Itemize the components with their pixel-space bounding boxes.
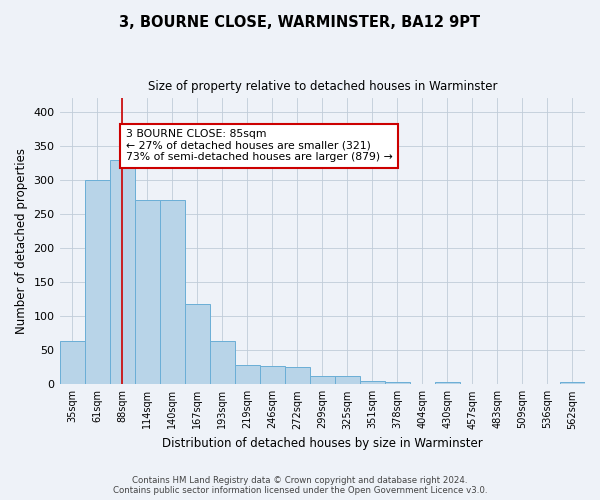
Bar bbox=[285, 368, 310, 384]
Bar bbox=[560, 382, 585, 384]
Text: 3 BOURNE CLOSE: 85sqm
← 27% of detached houses are smaller (321)
73% of semi-det: 3 BOURNE CLOSE: 85sqm ← 27% of detached … bbox=[126, 129, 392, 162]
Bar bbox=[360, 381, 385, 384]
Bar bbox=[385, 382, 410, 384]
Text: Contains HM Land Registry data © Crown copyright and database right 2024.
Contai: Contains HM Land Registry data © Crown c… bbox=[113, 476, 487, 495]
Bar bbox=[435, 382, 460, 384]
Bar bbox=[160, 200, 185, 384]
Bar bbox=[260, 366, 285, 384]
Bar bbox=[310, 376, 335, 384]
Bar bbox=[134, 200, 160, 384]
Y-axis label: Number of detached properties: Number of detached properties bbox=[15, 148, 28, 334]
Bar bbox=[235, 364, 260, 384]
Text: 3, BOURNE CLOSE, WARMINSTER, BA12 9PT: 3, BOURNE CLOSE, WARMINSTER, BA12 9PT bbox=[119, 15, 481, 30]
Bar bbox=[209, 340, 235, 384]
Bar bbox=[335, 376, 360, 384]
Bar bbox=[185, 304, 209, 384]
Bar bbox=[85, 180, 110, 384]
Bar bbox=[59, 342, 85, 384]
Title: Size of property relative to detached houses in Warminster: Size of property relative to detached ho… bbox=[148, 80, 497, 93]
X-axis label: Distribution of detached houses by size in Warminster: Distribution of detached houses by size … bbox=[162, 437, 482, 450]
Bar bbox=[110, 160, 134, 384]
